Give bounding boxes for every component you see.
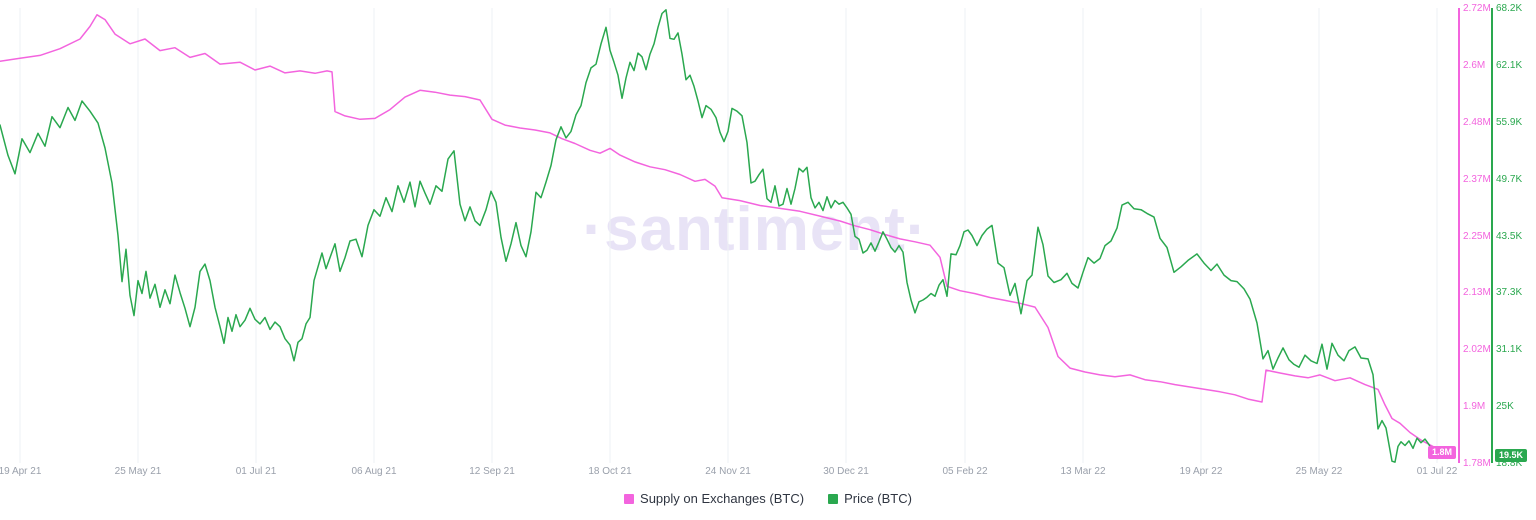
legend-item-price[interactable]: Price (BTC) — [828, 491, 912, 506]
legend-label-price: Price (BTC) — [844, 491, 912, 506]
green-square-icon — [828, 493, 839, 504]
price-current-value-badge: 19.5K — [1495, 448, 1528, 462]
legend-item-supply[interactable]: Supply on Exchanges (BTC) — [624, 491, 804, 506]
price-series-line[interactable] — [0, 9, 1450, 463]
supply-on-exchanges-series-line[interactable] — [0, 14, 1450, 455]
supply-current-value-badge: 1.8M — [1427, 446, 1456, 460]
legend: Supply on Exchanges (BTC) Price (BTC) — [0, 491, 1536, 506]
pink-square-icon — [624, 493, 635, 504]
legend-label-supply: Supply on Exchanges (BTC) — [640, 491, 805, 506]
